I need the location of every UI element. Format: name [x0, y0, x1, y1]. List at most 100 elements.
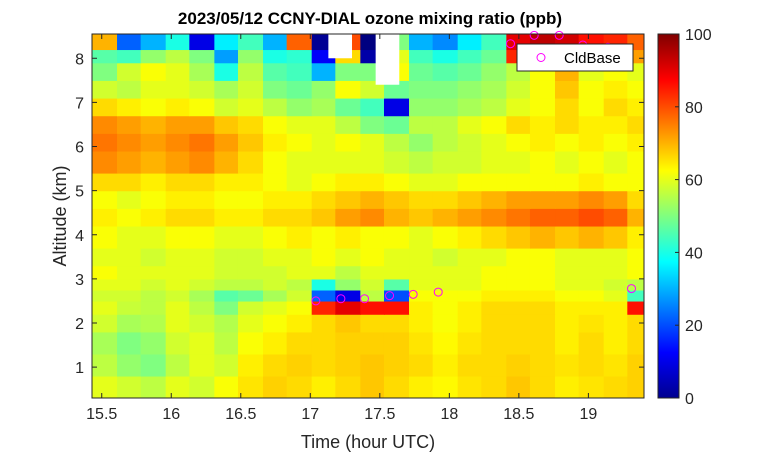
heatmap-cell [165, 133, 190, 152]
heatmap-cell [529, 133, 556, 152]
heatmap-cell [578, 190, 605, 209]
heatmap-cell [286, 208, 313, 227]
heatmap-cell [286, 133, 313, 152]
heatmap-cell [286, 190, 313, 209]
heatmap-cell [237, 300, 264, 315]
heatmap-cell [286, 115, 313, 134]
heatmap-cell [311, 172, 336, 192]
heatmap-cell [92, 208, 118, 227]
heatmap-cell [432, 247, 459, 267]
heatmap-cell [481, 208, 507, 227]
heatmap-cell [140, 331, 167, 355]
heatmap-cell [311, 265, 336, 280]
heatmap-cell [165, 375, 190, 398]
heatmap-cell [189, 265, 215, 280]
heatmap-cell [117, 278, 142, 291]
legend-marker-icon [536, 53, 546, 62]
heatmap-cell [92, 375, 118, 398]
heatmap-cell [409, 353, 434, 377]
heatmap-cell [189, 190, 215, 209]
heatmap-cell [409, 314, 434, 333]
heatmap-cell [214, 34, 239, 51]
heatmap-cell [237, 247, 264, 267]
heatmap-cell [311, 133, 336, 152]
missing-data-regions [328, 34, 400, 85]
heatmap-cell [481, 190, 507, 209]
x-tick-label: 17.5 [364, 406, 395, 423]
heatmap-cell [409, 172, 434, 192]
heatmap-cell [360, 208, 385, 227]
heatmap-cell [360, 314, 385, 333]
heatmap-cell [237, 172, 264, 192]
heatmap-cell [506, 278, 531, 291]
heatmap-cell [457, 34, 482, 51]
heatmap-cell [286, 49, 313, 64]
heatmap-cell [383, 265, 410, 280]
heatmap-cell [603, 225, 628, 249]
heatmap-cell [432, 314, 459, 333]
heatmap-cell [578, 208, 605, 227]
heatmap-cell [165, 172, 190, 192]
heatmap-cell [263, 289, 288, 302]
heatmap-cell [457, 97, 482, 117]
heatmap-cell [432, 80, 459, 99]
heatmap-cell [335, 278, 361, 291]
heatmap-cell [409, 225, 434, 249]
x-axis: 15.5 16 16.5 17 17.5 18 18.5 19 [86, 34, 597, 423]
legend[interactable]: CldBase [516, 43, 634, 72]
heatmap-cell [360, 80, 385, 99]
heatmap-cell [481, 353, 507, 377]
heatmap-cell [189, 300, 215, 315]
missing-data-cell [328, 34, 353, 59]
heatmap-cell [627, 172, 644, 192]
heatmap-cell [457, 208, 482, 227]
heatmap-cell [409, 289, 434, 302]
heatmap-cell [311, 375, 336, 398]
heatmap-cell [603, 314, 628, 333]
heatmap-cell [263, 247, 288, 267]
x-tick-label: 18 [440, 406, 458, 423]
heatmap-cell [165, 265, 190, 280]
heatmap-cell [335, 133, 361, 152]
heatmap-cell [117, 62, 142, 81]
chart-title: 2023/05/12 CCNY-DIAL ozone mixing ratio … [178, 9, 562, 28]
heatmap-cell [92, 225, 118, 249]
heatmap-cell [578, 331, 605, 355]
heatmap-cell [578, 375, 605, 398]
heatmap-cell [506, 208, 531, 227]
heatmap-cell [189, 289, 215, 302]
heatmap-cell [140, 314, 167, 333]
y-tick-label: 4 [75, 228, 84, 245]
heatmap-cell [432, 278, 459, 291]
heatmap-cell [165, 247, 190, 267]
heatmap-cell [506, 150, 531, 174]
heatmap-cell [457, 115, 482, 134]
heatmap-cell [286, 331, 313, 355]
heatmap-cell [383, 353, 410, 377]
colorbar-tick-label: 60 [685, 173, 703, 190]
heatmap-cell [360, 353, 385, 377]
heatmap-cell [383, 97, 410, 117]
heatmap-cell [360, 331, 385, 355]
heatmap-cell [432, 289, 459, 302]
heatmap-cell [481, 133, 507, 152]
heatmap-cell [529, 225, 556, 249]
heatmap-cell [117, 133, 142, 152]
heatmap-cell [627, 289, 644, 302]
heatmap-cell [432, 225, 459, 249]
cldbase-point [626, 284, 636, 294]
heatmap-cell [117, 80, 142, 99]
x-tick-label: 19 [579, 406, 597, 423]
heatmap-cell [286, 172, 313, 192]
heatmap-cell [214, 300, 239, 315]
heatmap-cell [165, 289, 190, 302]
heatmap-cell [506, 247, 531, 267]
heatmap-cell [481, 172, 507, 192]
heatmap-cell [481, 225, 507, 249]
heatmap-cell [603, 150, 628, 174]
heatmap-cell [117, 353, 142, 377]
heatmap-cell [432, 300, 459, 315]
x-axis-label: Time (hour UTC) [301, 432, 435, 452]
heatmap-cell [555, 225, 580, 249]
cldbase-point [529, 30, 539, 40]
